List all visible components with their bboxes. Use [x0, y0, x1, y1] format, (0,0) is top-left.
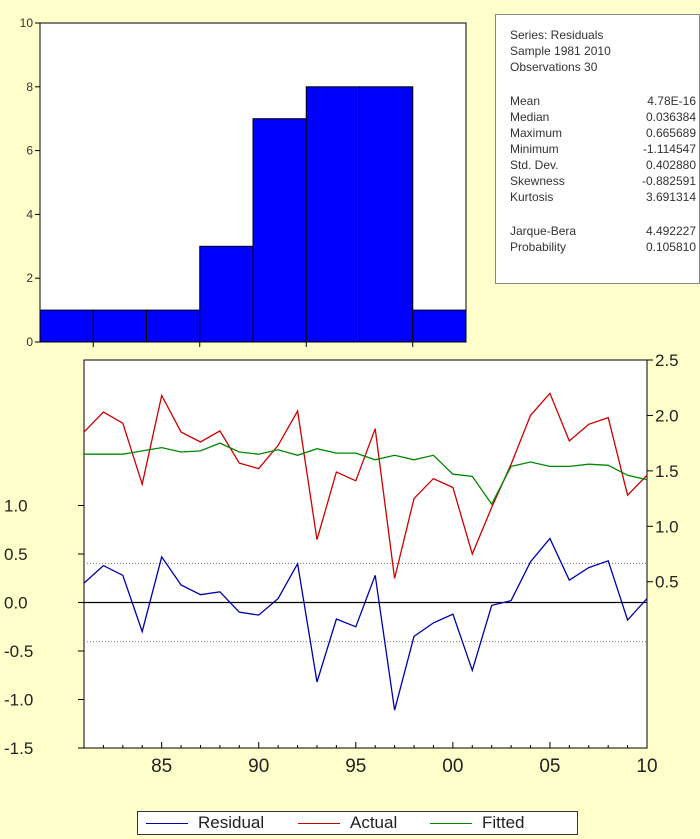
stat-jarque-bera-row: Jarque-Bera 4.492227: [510, 223, 696, 239]
histogram-bar: [199, 245, 254, 343]
stat-value: 0.402880: [645, 158, 696, 172]
x-tick-label: -0.5: [189, 349, 210, 350]
left-y-tick-label: 0.0: [4, 594, 28, 613]
stats-observations: Observations 30: [510, 60, 598, 74]
stat-label: Skewness: [510, 174, 565, 188]
stat-value: 0.036384: [645, 110, 696, 124]
histogram-bar: [92, 309, 147, 343]
stat-value: 4.492227: [645, 224, 696, 238]
stat-stddev-row: Std. Dev. 0.402880: [510, 157, 696, 173]
stat-label: Std. Dev.: [510, 158, 559, 172]
right-y-tick-label: 2.5: [655, 351, 679, 370]
left-y-tick-label: -0.5: [4, 642, 33, 661]
y-tick-label: 2: [26, 271, 33, 285]
legend-label-fitted: Fitted: [482, 813, 525, 832]
stat-value: -1.114547: [642, 142, 696, 156]
x-tick-label: 05: [539, 756, 560, 777]
left-y-tick-label: -1.5: [4, 739, 33, 758]
legend-swatch-residual: [146, 823, 188, 824]
residual-actual-fitted-chart: 85 90 95 00 05 10 1.0 0.5 0.0 -0.5 -1.0 -1.5 2.5 2.0 1…: [4, 351, 679, 777]
stat-minimum-row: Minimum -1.114547: [510, 141, 696, 157]
stat-value: 4.78E-16: [647, 94, 696, 108]
x-tick-label: 85: [151, 756, 172, 777]
x-tick-label: -1.0: [83, 349, 104, 350]
stat-kurtosis-row: Kurtosis 3.691314: [510, 189, 696, 205]
right-y-tick-label: 1.0: [655, 517, 679, 536]
stat-label: Jarque-Bera: [510, 224, 577, 238]
x-tick-label: 90: [248, 756, 269, 777]
right-y-tick-label: 0.5: [655, 573, 679, 592]
chart-legend: Residual Actual Fitted: [137, 811, 578, 835]
stat-label: Probability: [510, 240, 567, 254]
legend-swatch-fitted: [430, 823, 472, 824]
y-tick-label: 6: [26, 144, 33, 158]
x-tick-label: 95: [345, 756, 366, 777]
stat-label: Kurtosis: [510, 190, 554, 204]
stat-value: 0.105810: [645, 240, 696, 254]
series-line-fitted: [84, 442, 648, 506]
left-y-tick-label: -1.0: [4, 691, 33, 710]
stats-series-title: Series: Residuals: [510, 28, 604, 42]
series-line-residual: [83, 537, 648, 711]
stat-label: Minimum: [510, 142, 559, 156]
histogram-bar: [146, 309, 201, 343]
stat-median-row: Median 0.036384: [510, 109, 696, 125]
stat-label: Mean: [510, 94, 541, 108]
histogram-chart: -1.0 -0.5 0.0 0.5 0 2 4 6 8 10: [20, 16, 467, 350]
right-y-tick-label: 1.5: [655, 462, 679, 481]
summary-stats-panel: Series: Residuals Sample 1981 2010 Obser…: [495, 14, 700, 284]
left-y-tick-label: 0.5: [4, 545, 28, 564]
y-tick-label: 4: [26, 207, 33, 221]
histogram-bar: [39, 309, 94, 343]
histogram-bar: [252, 118, 307, 343]
stat-mean-row: Mean 4.78E-16: [510, 93, 696, 109]
stats-sample-range: Sample 1981 2010: [510, 44, 611, 58]
stat-probability-row: Probability 0.105810: [510, 239, 696, 255]
legend-swatch-actual: [298, 823, 340, 824]
x-tick-label: 0.5: [404, 349, 421, 350]
stat-label: Maximum: [510, 126, 563, 140]
stat-maximum-row: Maximum 0.665689: [510, 125, 696, 141]
line-plot-area: [83, 359, 648, 749]
legend-label-actual: Actual: [350, 813, 398, 832]
stat-skewness-row: Skewness -0.882591: [510, 173, 696, 189]
left-y-tick-label: 1.0: [4, 497, 28, 516]
histogram-bar: [305, 86, 360, 343]
y-tick-label: 8: [26, 80, 33, 94]
stat-value: 0.665689: [645, 126, 696, 140]
stat-value: -0.882591: [641, 174, 696, 188]
legend-label-residual: Residual: [198, 813, 265, 832]
right-y-tick-label: 2.0: [655, 406, 679, 425]
histogram-bar: [359, 86, 414, 343]
x-tick-label: 0.0: [298, 349, 315, 350]
y-tick-label: 10: [20, 16, 34, 30]
series-line-actual: [83, 392, 648, 579]
stat-value: 3.691314: [645, 190, 696, 204]
histogram-bar: [412, 309, 467, 343]
x-tick-label: 00: [442, 756, 463, 777]
y-tick-label: 0: [26, 335, 33, 349]
stat-label: Median: [510, 110, 550, 124]
x-tick-label: 10: [636, 756, 657, 777]
